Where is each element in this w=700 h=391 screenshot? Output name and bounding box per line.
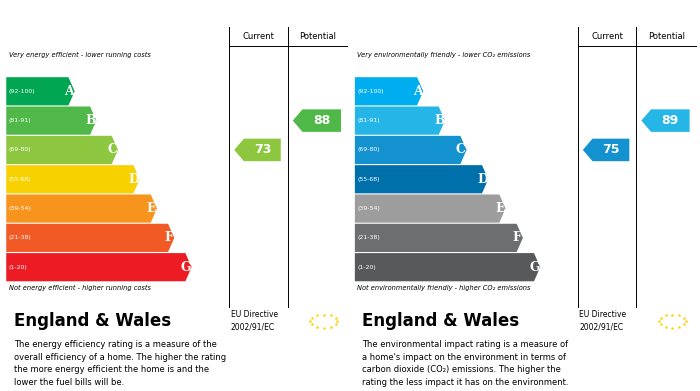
Polygon shape	[355, 77, 423, 106]
Text: (81-91): (81-91)	[8, 118, 32, 123]
Text: Current: Current	[242, 32, 274, 41]
Polygon shape	[6, 106, 97, 135]
Text: (81-91): (81-91)	[357, 118, 380, 123]
Text: (21-38): (21-38)	[357, 235, 380, 240]
Text: F: F	[513, 231, 522, 244]
Text: EU Directive
2002/91/EC: EU Directive 2002/91/EC	[580, 310, 627, 332]
Polygon shape	[6, 224, 174, 252]
Text: Current: Current	[591, 32, 623, 41]
Text: (92-100): (92-100)	[357, 89, 384, 94]
Polygon shape	[641, 109, 690, 132]
Text: The energy efficiency rating is a measure of the
overall efficiency of a home. T: The energy efficiency rating is a measur…	[14, 340, 226, 387]
Text: Very energy efficient - lower running costs: Very energy efficient - lower running co…	[8, 52, 150, 58]
Text: (1-20): (1-20)	[8, 265, 27, 270]
Text: EU Directive
2002/91/EC: EU Directive 2002/91/EC	[231, 310, 278, 332]
Text: B: B	[85, 114, 96, 127]
Text: Energy Efficiency Rating: Energy Efficiency Rating	[14, 7, 186, 20]
Text: (39-54): (39-54)	[8, 206, 32, 211]
Polygon shape	[355, 194, 505, 222]
Polygon shape	[355, 165, 488, 193]
Text: (55-68): (55-68)	[8, 177, 32, 182]
Text: A: A	[413, 85, 423, 98]
Text: G: G	[529, 261, 540, 274]
Text: (1-20): (1-20)	[357, 265, 376, 270]
Polygon shape	[293, 109, 341, 132]
Text: Very environmentally friendly - lower CO₂ emissions: Very environmentally friendly - lower CO…	[357, 52, 531, 58]
Text: The environmental impact rating is a measure of
a home's impact on the environme: The environmental impact rating is a mea…	[363, 340, 569, 387]
Text: 73: 73	[253, 143, 271, 156]
Text: D: D	[129, 173, 139, 186]
Text: (69-80): (69-80)	[357, 147, 380, 152]
Polygon shape	[355, 253, 540, 281]
Text: (92-100): (92-100)	[8, 89, 35, 94]
Text: D: D	[477, 173, 488, 186]
Text: C: C	[107, 143, 118, 156]
Text: Potential: Potential	[648, 32, 685, 41]
Text: F: F	[164, 231, 173, 244]
Text: Potential: Potential	[300, 32, 336, 41]
Text: B: B	[434, 114, 444, 127]
Text: C: C	[456, 143, 466, 156]
Text: England & Wales: England & Wales	[363, 312, 519, 330]
Text: E: E	[146, 202, 156, 215]
Text: G: G	[181, 261, 191, 274]
Polygon shape	[6, 253, 192, 281]
Polygon shape	[355, 106, 445, 135]
Polygon shape	[583, 139, 629, 161]
Text: 89: 89	[662, 114, 679, 127]
Text: (55-68): (55-68)	[357, 177, 380, 182]
Polygon shape	[355, 136, 467, 164]
Text: 75: 75	[602, 143, 620, 156]
Text: Not environmentally friendly - higher CO₂ emissions: Not environmentally friendly - higher CO…	[357, 285, 531, 291]
Text: (39-54): (39-54)	[357, 206, 380, 211]
Text: A: A	[64, 85, 74, 98]
Text: E: E	[495, 202, 505, 215]
Text: Environmental Impact (CO₂) Rating: Environmental Impact (CO₂) Rating	[363, 7, 609, 20]
Polygon shape	[355, 224, 523, 252]
Text: Not energy efficient - higher running costs: Not energy efficient - higher running co…	[8, 285, 150, 291]
Text: (69-80): (69-80)	[8, 147, 32, 152]
Polygon shape	[6, 165, 139, 193]
Polygon shape	[234, 139, 281, 161]
Polygon shape	[6, 77, 75, 106]
Text: England & Wales: England & Wales	[14, 312, 171, 330]
Polygon shape	[6, 194, 157, 222]
Text: (21-38): (21-38)	[8, 235, 32, 240]
Text: 88: 88	[313, 114, 330, 127]
Polygon shape	[6, 136, 118, 164]
